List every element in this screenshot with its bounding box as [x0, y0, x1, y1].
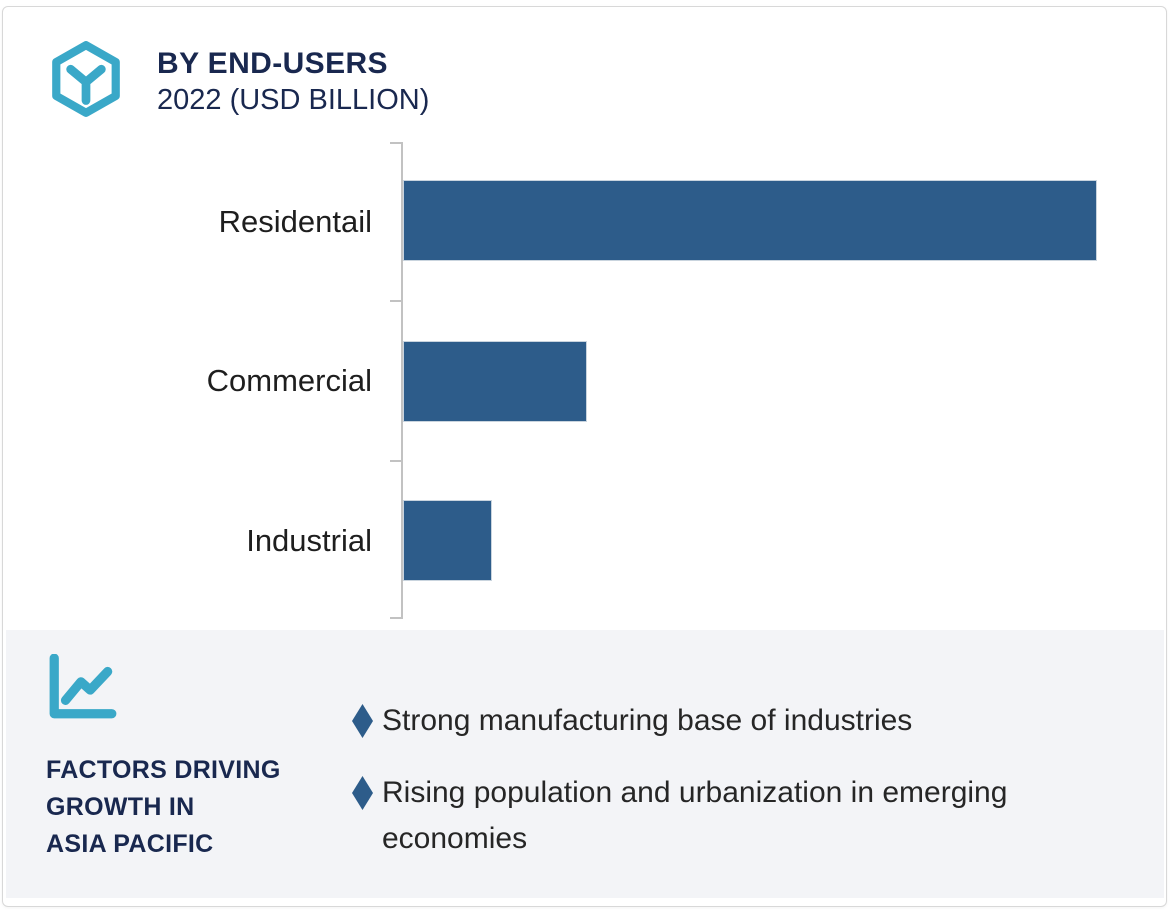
- bar-residentail: [403, 180, 1097, 261]
- list-item: Strong manufacturing base of industries: [352, 698, 1152, 744]
- factors-section: FACTORS DRIVING GROWTH IN ASIA PACIFIC S…: [6, 630, 1164, 898]
- chart-title: BY END-USERS: [157, 47, 388, 80]
- bullet-text: Rising population and urbanization in em…: [382, 776, 1008, 855]
- chart-title-block: BY END-USERS 2022 (USD BILLION): [157, 45, 429, 118]
- bar-industrial: [403, 500, 492, 581]
- axis-tick: [390, 142, 402, 144]
- bar-commercial: [403, 341, 587, 422]
- list-item: Rising population and urbanization in em…: [352, 770, 1152, 862]
- chart-header: BY END-USERS 2022 (USD BILLION): [45, 40, 429, 123]
- axis-tick: [390, 617, 402, 619]
- category-label-industrial: Industrial: [246, 523, 372, 558]
- bullet-text: Strong manufacturing base of industries: [382, 704, 913, 737]
- y-axis-line: [401, 142, 403, 619]
- chart-subtitle: 2022 (USD BILLION): [157, 84, 430, 116]
- diamond-bullet-icon: [352, 704, 373, 738]
- factors-title-line: ASIA PACIFIC: [46, 830, 214, 858]
- factors-bullet-list: Strong manufacturing base of industries …: [352, 698, 1152, 888]
- factors-title-line: FACTORS DRIVING: [46, 756, 281, 784]
- axis-tick: [390, 300, 402, 302]
- line-chart-icon: [46, 653, 120, 727]
- diamond-bullet-icon: [352, 776, 373, 810]
- category-label-residentail: Residentail: [218, 204, 372, 239]
- axis-tick: [390, 460, 402, 462]
- hexagon-cube-icon: [45, 40, 127, 123]
- factors-title: FACTORS DRIVING GROWTH IN ASIA PACIFIC: [46, 752, 281, 863]
- category-label-commercial: Commercial: [206, 363, 372, 398]
- factors-title-line: GROWTH IN: [46, 793, 195, 821]
